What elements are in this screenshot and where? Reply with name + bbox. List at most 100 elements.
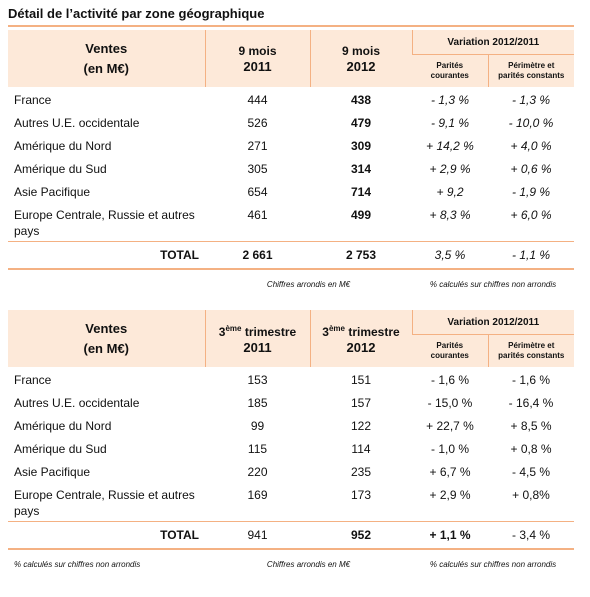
- value-cell: 526: [247, 116, 268, 130]
- value-cell: 122: [350, 419, 372, 433]
- footnote: Chiffres arrondis en M€: [266, 560, 351, 569]
- value-cell: 153: [247, 373, 268, 387]
- header-text: parités constants: [498, 71, 565, 80]
- value-cell: 220: [247, 465, 268, 479]
- footnote: Chiffres arrondis en M€: [266, 280, 351, 289]
- value-cell: 438: [350, 93, 372, 107]
- header-cell: Parités courantes: [412, 334, 488, 367]
- data-row: Autres U.E. occidentale 526 479 - 9,1 % - 10…: [8, 113, 574, 136]
- header-cell: 9 mois 2011: [204, 30, 310, 87]
- footnote: % calculés sur chiffres non arrondis: [14, 560, 141, 569]
- value-cell: + 8,5 %: [510, 419, 552, 433]
- value-cell: + 2,9 %: [429, 162, 471, 176]
- header-line: courantes: [412, 71, 488, 81]
- note-row: Chiffres arrondis en M€ % calculés sur ch…: [8, 269, 574, 292]
- region-cell: France: [14, 373, 52, 387]
- value-cell: - 3,4 %: [488, 521, 575, 550]
- value-cell: - 4,5 %: [512, 465, 551, 479]
- header-cell: Ventes (en M€): [8, 310, 205, 367]
- value-cell: + 14,2 %: [426, 139, 474, 153]
- value-cell: 114: [351, 442, 371, 456]
- header-text: 3: [322, 325, 329, 339]
- value-cell: 173: [350, 488, 372, 502]
- data-row: Europe Centrale, Russie et autres pays 46…: [8, 205, 574, 242]
- header-line: 3ème trimestre: [206, 321, 310, 340]
- data-row: Amérique du Sud 305 314 + 2,9 % + 0,6 %: [8, 159, 574, 182]
- value-cell: - 1,6 %: [512, 373, 551, 387]
- value-cell: + 0,6 %: [510, 162, 552, 176]
- header-cell: Ventes (en M€): [8, 30, 205, 87]
- header-line: parités constants: [489, 351, 575, 361]
- region-cell: Europe Centrale, Russie et autres pays: [14, 488, 195, 518]
- header-line: Parités: [412, 61, 488, 71]
- value-cell: 952: [310, 521, 412, 550]
- header-row: Parités courantes Périmètre et parités cons…: [8, 334, 575, 367]
- value-cell: 2 661: [205, 241, 310, 270]
- value-cell: 185: [247, 396, 268, 410]
- value-cell: 461: [247, 208, 268, 222]
- value-cell: 151: [350, 373, 372, 387]
- header-text: Ventes: [85, 40, 128, 56]
- value-cell: 714: [350, 185, 372, 199]
- region-cell: Amérique du Nord: [14, 139, 112, 153]
- header-line: courantes: [412, 351, 488, 361]
- header-line: (en M€): [8, 59, 205, 79]
- region-cell: Amérique du Nord: [14, 419, 112, 433]
- value-cell: 99: [250, 419, 265, 433]
- header-line: 9 mois: [206, 43, 310, 59]
- value-cell: 235: [350, 465, 372, 479]
- header-line: Périmètre et: [489, 341, 575, 351]
- value-cell: 271: [247, 139, 268, 153]
- value-cell: 3,5 %: [412, 241, 488, 270]
- value-cell: - 1,0 %: [430, 442, 469, 456]
- value-cell: - 1,3 %: [512, 93, 551, 107]
- value-cell: + 8,3 %: [429, 208, 471, 222]
- region-cell: Autres U.E. occidentale: [14, 116, 140, 130]
- value-cell: 499: [350, 208, 372, 222]
- header-cell: 3ème trimestre 2012: [309, 310, 412, 367]
- header-text: 3: [218, 325, 226, 339]
- data-row: Amérique du Nord 99 122 + 22,7 % + 8,5 %: [8, 416, 574, 439]
- value-cell: + 1,1 %: [412, 521, 488, 550]
- header-text: 9 mois: [238, 43, 277, 58]
- value-cell: + 22,7 %: [426, 419, 474, 433]
- header-text: courantes: [430, 71, 469, 80]
- region-cell: Amérique du Sud: [14, 442, 107, 456]
- header-text: (en M€): [83, 60, 130, 76]
- header-line: Périmètre et: [489, 61, 575, 71]
- value-cell: - 1,1 %: [488, 241, 575, 270]
- header-line: Ventes: [8, 319, 205, 339]
- value-cell: 314: [350, 162, 372, 176]
- footnote: % calculés sur chiffres non arrondis: [429, 560, 557, 569]
- header-text: Parités: [436, 341, 464, 350]
- header-text: Ventes: [85, 320, 128, 336]
- value-cell: + 6,0 %: [510, 208, 552, 222]
- total-row: TOTAL 2 661 2 753 3,5 % - 1,1 %: [8, 241, 575, 270]
- header-line: 2011: [206, 340, 310, 356]
- value-cell: 157: [350, 396, 372, 410]
- value-cell: + 0,8 %: [510, 442, 552, 456]
- header-superscript: ème: [328, 324, 345, 333]
- header-text: 2012: [346, 58, 376, 74]
- header-cell: 3ème trimestre 2011: [204, 310, 310, 367]
- region-cell: Europe Centrale, Russie et autres pays: [14, 208, 195, 238]
- value-cell: 444: [247, 93, 268, 107]
- title: Détail de l’activité par zone géographiq…: [8, 6, 574, 27]
- data-row: Asie Pacifique 220 235 + 6,7 % - 4,5 %: [8, 462, 574, 485]
- sales-table: Ventes (en M€) 3ème trimestre 2011 3ème trim…: [8, 310, 575, 572]
- value-cell: 309: [350, 139, 372, 153]
- sales-table: Ventes (en M€) 9 mois 2011 9 mois 2012 Variati…: [8, 30, 575, 292]
- header-text: trimestre: [345, 325, 400, 339]
- region-cell: Amérique du Sud: [14, 162, 107, 176]
- data-row: France 153 151 - 1,6 % - 1,6 %: [8, 367, 574, 393]
- value-cell: 941: [205, 521, 310, 550]
- header-cell: Parités courantes: [412, 54, 488, 87]
- header-line: 2012: [311, 340, 412, 356]
- total-label: TOTAL: [8, 241, 205, 270]
- header-text: parités constants: [498, 351, 565, 360]
- header-text: courantes: [430, 351, 469, 360]
- value-cell: 115: [247, 442, 268, 456]
- value-cell: + 2,9 %: [429, 488, 471, 502]
- data-row: France 444 438 - 1,3 % - 1,3 %: [8, 87, 574, 113]
